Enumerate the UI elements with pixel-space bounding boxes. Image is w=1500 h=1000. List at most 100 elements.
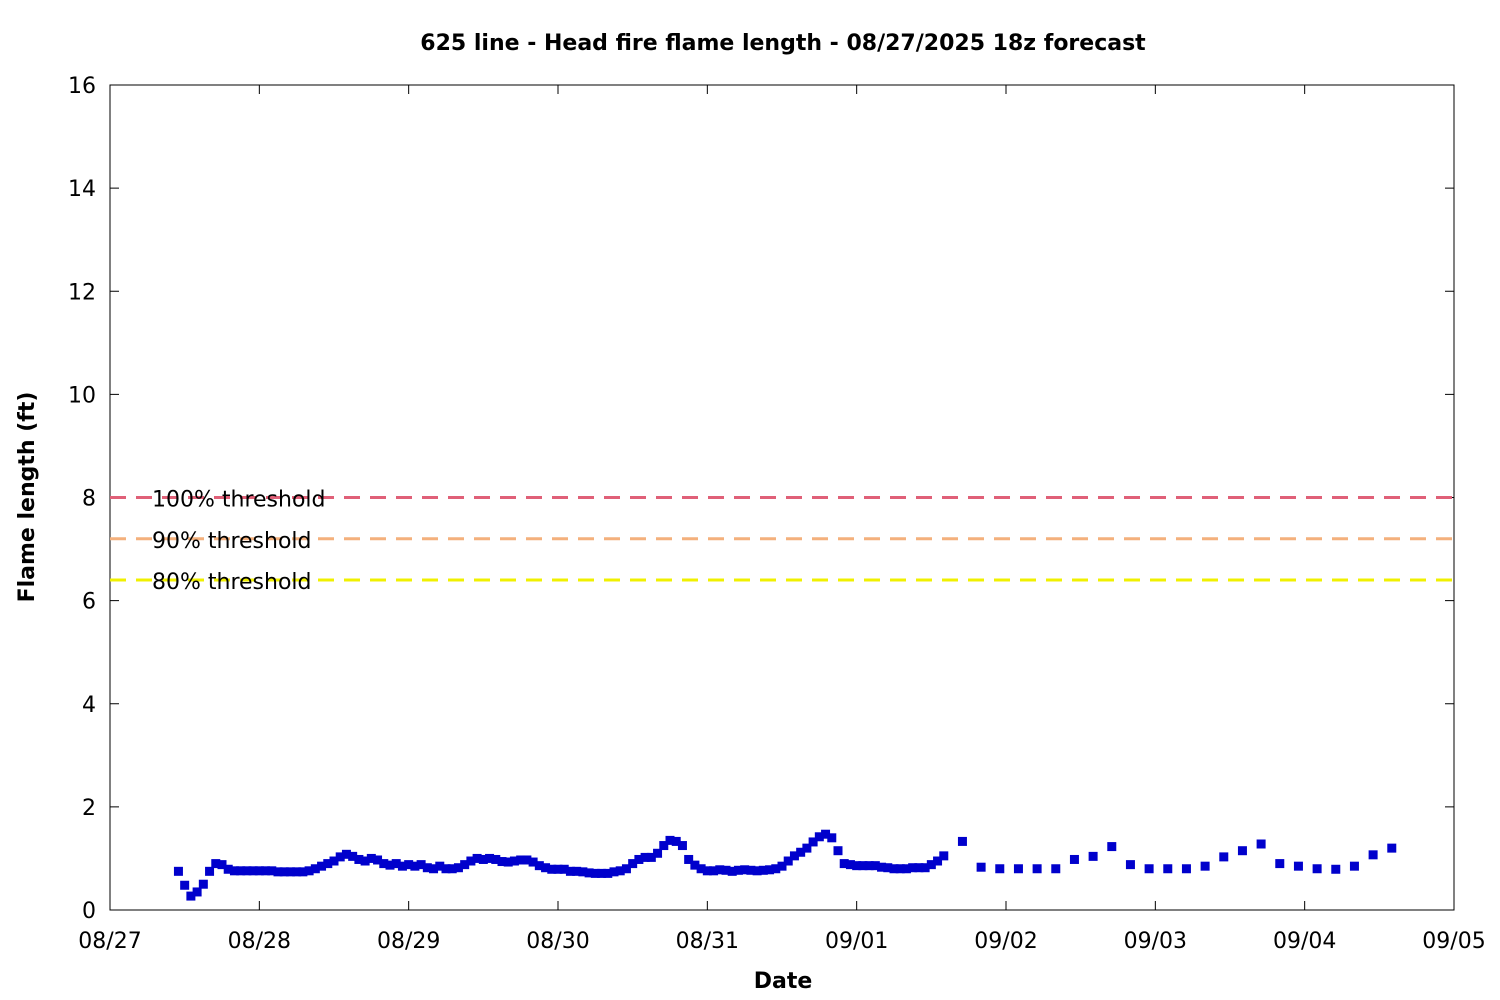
x-tick-label: 08/29 <box>377 929 440 954</box>
data-point <box>671 836 681 846</box>
data-point <box>254 866 264 876</box>
data-point <box>211 859 221 869</box>
x-tick-label: 09/03 <box>1124 929 1187 954</box>
data-point <box>509 856 519 866</box>
data-point <box>659 841 669 851</box>
data-point <box>217 860 227 870</box>
data-point <box>752 866 762 876</box>
y-tick-label: 8 <box>82 487 96 512</box>
data-point <box>485 853 495 863</box>
data-point <box>373 855 383 865</box>
y-tick-label: 10 <box>68 383 96 408</box>
y-axis-label: Flame length (ft) <box>15 392 40 603</box>
data-point <box>858 861 868 871</box>
x-tick-label: 09/04 <box>1273 929 1336 954</box>
data-point <box>646 852 656 862</box>
data-point <box>429 864 439 874</box>
data-point <box>503 857 513 867</box>
data-point <box>317 861 327 871</box>
data-point <box>634 854 644 864</box>
data-point <box>621 864 631 874</box>
data-point <box>348 851 358 861</box>
data-point <box>304 866 314 876</box>
data-point <box>1219 852 1229 862</box>
data-point <box>410 861 420 871</box>
y-tick-label: 2 <box>82 796 96 821</box>
data-point <box>690 860 700 870</box>
data-point <box>1144 864 1154 874</box>
data-point <box>1163 864 1173 874</box>
data-point <box>895 864 905 874</box>
data-point <box>186 891 196 901</box>
data-point <box>933 856 943 866</box>
threshold-label: 90% threshold <box>152 529 312 554</box>
data-point <box>341 849 351 859</box>
data-point <box>285 867 295 877</box>
data-point <box>771 864 781 874</box>
data-point <box>447 864 457 874</box>
data-point <box>609 867 619 877</box>
data-point <box>746 865 756 875</box>
data-point <box>1387 843 1397 853</box>
data-point <box>198 879 208 889</box>
data-point <box>839 859 849 869</box>
data-point <box>1013 864 1023 874</box>
y-tick-label: 6 <box>82 590 96 615</box>
data-point <box>758 865 768 875</box>
data-point <box>957 836 967 846</box>
data-point <box>528 857 538 867</box>
data-point <box>323 859 333 869</box>
data-point <box>335 852 345 862</box>
data-point <box>814 832 824 842</box>
data-point <box>466 856 476 866</box>
data-point <box>733 865 743 875</box>
data-point <box>397 861 407 871</box>
data-point <box>715 865 725 875</box>
data-point <box>721 865 731 875</box>
data-point <box>422 863 432 873</box>
x-axis-label: Date <box>754 969 813 994</box>
data-point <box>534 861 544 871</box>
data-point <box>472 853 482 863</box>
data-point <box>565 866 575 876</box>
data-point <box>516 855 526 865</box>
data-point <box>460 860 470 870</box>
data-point <box>261 866 271 876</box>
plot-area: 0 2 4 6 8 10 12 14 16 08/27 08/28 08/29 08/30 08/31 09… <box>68 74 1486 954</box>
data-point <box>1125 860 1135 870</box>
data-point <box>547 864 557 874</box>
data-point <box>541 863 551 873</box>
data-point <box>702 866 712 876</box>
data-point <box>901 864 911 874</box>
data-point <box>590 868 600 878</box>
x-tick-label: 09/02 <box>974 929 1037 954</box>
data-point <box>491 854 501 864</box>
data-point <box>603 868 613 878</box>
data-point <box>267 866 277 876</box>
data-point <box>864 861 874 871</box>
data-point <box>883 863 893 873</box>
x-tick-label: 08/27 <box>78 929 141 954</box>
data-point <box>1181 864 1191 874</box>
data-point <box>435 861 445 871</box>
data-point <box>833 846 843 856</box>
data-point <box>360 856 370 866</box>
data-point <box>920 863 930 873</box>
data-point <box>1088 851 1098 861</box>
data-point <box>584 868 594 878</box>
data-point <box>877 862 887 872</box>
data-point <box>354 854 364 864</box>
data-point <box>684 854 694 864</box>
data-point <box>497 857 507 867</box>
data-point <box>298 867 308 877</box>
data-point <box>870 861 880 871</box>
data-point <box>808 837 818 847</box>
data-point <box>939 851 949 861</box>
y-tick-label: 4 <box>82 693 96 718</box>
data-point <box>559 864 569 874</box>
data-point <box>578 867 588 877</box>
y-tick-label: 16 <box>68 74 96 99</box>
data-point <box>329 856 339 866</box>
data-point <box>1293 861 1303 871</box>
data-point <box>453 863 463 873</box>
